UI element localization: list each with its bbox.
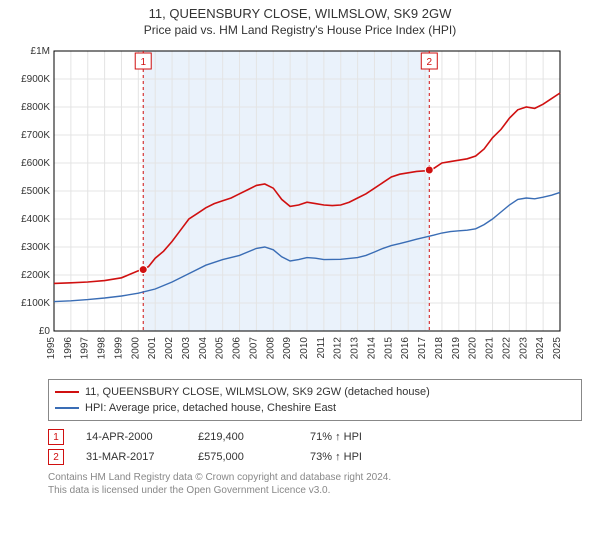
svg-text:£900K: £900K (21, 74, 50, 85)
legend-item: HPI: Average price, detached house, Ches… (55, 400, 575, 416)
legend: 11, QUEENSBURY CLOSE, WILMSLOW, SK9 2GW … (48, 379, 582, 421)
svg-text:2016: 2016 (400, 337, 411, 360)
sale-vs-hpi: 73% ↑ HPI (310, 451, 400, 463)
sales-table: 1 14-APR-2000 £219,400 71% ↑ HPI 2 31-MA… (48, 427, 582, 467)
svg-text:2019: 2019 (451, 337, 462, 360)
footer-line: This data is licensed under the Open Gov… (48, 484, 582, 497)
sale-price: £219,400 (198, 431, 288, 443)
svg-text:2022: 2022 (501, 337, 512, 360)
svg-text:£200K: £200K (21, 270, 50, 281)
legend-swatch (55, 391, 79, 393)
svg-text:1999: 1999 (113, 337, 124, 360)
svg-text:2002: 2002 (164, 337, 175, 360)
svg-text:2005: 2005 (215, 337, 226, 360)
svg-text:2000: 2000 (130, 337, 141, 360)
chart-header: 11, QUEENSBURY CLOSE, WILMSLOW, SK9 2GW … (0, 0, 600, 39)
sale-date: 31-MAR-2017 (86, 451, 176, 463)
chart-container: £0 £100K £200K £300K £400K £500K £600K £700K £80… (10, 43, 590, 373)
svg-text:1998: 1998 (97, 337, 108, 360)
svg-text:£1M: £1M (31, 46, 50, 57)
sale-date: 14-APR-2000 (86, 431, 176, 443)
svg-text:£500K: £500K (21, 186, 50, 197)
svg-text:2014: 2014 (366, 337, 377, 360)
svg-text:£400K: £400K (21, 214, 50, 225)
svg-text:2024: 2024 (535, 337, 546, 360)
svg-text:2: 2 (427, 57, 433, 68)
svg-text:1: 1 (140, 57, 146, 68)
svg-text:2006: 2006 (232, 337, 243, 360)
legend-swatch (55, 407, 79, 409)
address-title: 11, QUEENSBURY CLOSE, WILMSLOW, SK9 2GW (0, 6, 600, 21)
footer-line: Contains HM Land Registry data © Crown c… (48, 471, 582, 484)
svg-text:2012: 2012 (333, 337, 344, 360)
legend-item: 11, QUEENSBURY CLOSE, WILMSLOW, SK9 2GW … (55, 384, 575, 400)
footer: Contains HM Land Registry data © Crown c… (48, 471, 582, 497)
svg-text:2018: 2018 (434, 337, 445, 360)
chart-subtitle: Price paid vs. HM Land Registry's House … (0, 23, 600, 37)
svg-text:2017: 2017 (417, 337, 428, 360)
svg-text:2011: 2011 (316, 337, 327, 359)
svg-text:2001: 2001 (147, 337, 158, 360)
svg-text:1996: 1996 (63, 337, 74, 360)
svg-text:2003: 2003 (181, 337, 192, 360)
svg-text:2013: 2013 (350, 337, 361, 360)
svg-text:2025: 2025 (552, 337, 563, 360)
sale-row: 1 14-APR-2000 £219,400 71% ↑ HPI (48, 427, 582, 447)
legend-label: 11, QUEENSBURY CLOSE, WILMSLOW, SK9 2GW … (85, 384, 430, 400)
svg-text:2023: 2023 (518, 337, 529, 360)
svg-text:2020: 2020 (468, 337, 479, 360)
svg-text:2007: 2007 (248, 337, 259, 360)
price-chart: £0 £100K £200K £300K £400K £500K £600K £700K £80… (10, 43, 570, 373)
svg-text:£100K: £100K (21, 298, 50, 309)
svg-text:£600K: £600K (21, 158, 50, 169)
sale-vs-hpi: 71% ↑ HPI (310, 431, 400, 443)
svg-text:2008: 2008 (265, 337, 276, 360)
svg-text:1997: 1997 (80, 337, 91, 360)
svg-text:1995: 1995 (46, 337, 57, 360)
svg-text:£300K: £300K (21, 242, 50, 253)
svg-text:2009: 2009 (282, 337, 293, 360)
svg-text:£800K: £800K (21, 102, 50, 113)
svg-text:2021: 2021 (485, 337, 496, 360)
sale-badge: 1 (48, 429, 64, 445)
svg-text:2010: 2010 (299, 337, 310, 360)
sale-badge: 2 (48, 449, 64, 465)
legend-label: HPI: Average price, detached house, Ches… (85, 400, 336, 416)
svg-text:2004: 2004 (198, 337, 209, 360)
svg-text:2015: 2015 (383, 337, 394, 360)
svg-text:£700K: £700K (21, 130, 50, 141)
svg-text:£0: £0 (39, 326, 51, 337)
sale-row: 2 31-MAR-2017 £575,000 73% ↑ HPI (48, 447, 582, 467)
sale-price: £575,000 (198, 451, 288, 463)
